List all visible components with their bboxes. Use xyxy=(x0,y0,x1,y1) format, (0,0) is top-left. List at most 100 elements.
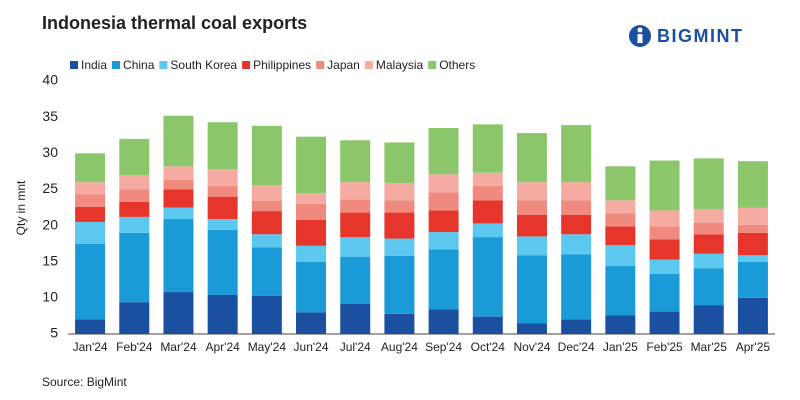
bar-segment xyxy=(340,212,371,238)
bar-segment xyxy=(296,245,327,262)
bar-segment xyxy=(516,255,547,324)
bar-segment xyxy=(737,261,768,298)
bar-segment xyxy=(428,309,459,334)
bar-segment xyxy=(251,200,282,212)
bar-segment xyxy=(75,206,106,222)
x-tick-label: Dec'24 xyxy=(558,340,595,354)
bar-segment xyxy=(119,174,150,190)
legend-swatch xyxy=(428,61,437,69)
legend-label: China xyxy=(123,58,155,72)
bar-segment xyxy=(605,245,636,267)
bar-segment xyxy=(207,122,238,170)
bar-segment xyxy=(516,323,547,334)
x-tick-label: Mar'25 xyxy=(691,340,728,354)
y-tick-label: 30 xyxy=(42,144,58,160)
bar-segment xyxy=(516,182,547,201)
x-tick-label: Jul'24 xyxy=(340,340,371,354)
bar-segment xyxy=(472,237,503,317)
bar-segment xyxy=(605,213,636,227)
bar-segment xyxy=(163,292,194,334)
bar-segment xyxy=(428,192,459,211)
bar-segment xyxy=(384,212,415,239)
bar-segment xyxy=(649,274,680,312)
legend-label: Philippines xyxy=(253,58,311,72)
bar-segment xyxy=(428,249,459,310)
bar-segment xyxy=(605,226,636,246)
bar-segment xyxy=(737,161,768,208)
bar-segment xyxy=(737,224,768,233)
bar-segment xyxy=(516,236,547,256)
bar-segment xyxy=(561,319,592,334)
x-tick-label: Jan'25 xyxy=(603,340,638,354)
legend-label: South Korea xyxy=(170,58,237,72)
bar-segment xyxy=(428,127,459,175)
bar-segment xyxy=(296,219,327,246)
logo-icon-head xyxy=(637,27,643,33)
bar-segment xyxy=(207,196,238,220)
bar-segment xyxy=(163,219,194,293)
bar-segment xyxy=(119,138,150,175)
bar-segment xyxy=(119,201,150,217)
x-tick-label: Feb'25 xyxy=(646,340,683,354)
bar-segment xyxy=(561,182,592,201)
bar-segment xyxy=(649,226,680,240)
bar-segment xyxy=(207,185,238,197)
bar-segment xyxy=(119,216,150,233)
bar-segment xyxy=(75,153,106,183)
bar-segment xyxy=(119,189,150,202)
bar-segment xyxy=(472,124,503,173)
bar-segment xyxy=(693,253,724,269)
bar-segment xyxy=(693,158,724,209)
bar-segment xyxy=(428,210,459,233)
bar-segment xyxy=(516,200,547,215)
y-tick-label: 15 xyxy=(42,252,58,268)
bar-segment xyxy=(163,180,194,190)
bar-segment xyxy=(605,166,636,201)
bar-segment xyxy=(693,234,724,254)
bar-segment xyxy=(340,256,371,304)
bar-segment xyxy=(693,305,724,334)
bar-segment xyxy=(340,303,371,334)
legend-swatch xyxy=(364,61,373,69)
bar-segment xyxy=(737,255,768,262)
bar-segment xyxy=(472,185,503,201)
bar-segment xyxy=(428,232,459,250)
logo: BIGMINT xyxy=(629,25,744,47)
y-tick-label: 40 xyxy=(42,72,58,88)
bar-segment xyxy=(693,268,724,306)
logo-icon-body xyxy=(637,34,643,43)
y-tick-label: 10 xyxy=(42,289,58,305)
bar-segment xyxy=(340,140,371,183)
bar-segment xyxy=(737,232,768,256)
chart-title: Indonesia thermal coal exports xyxy=(42,13,307,33)
x-tick-label: Apr'25 xyxy=(736,340,771,354)
x-tick-label: Sep'24 xyxy=(425,340,462,354)
legend-swatch xyxy=(70,61,78,69)
bar-segment xyxy=(605,200,636,214)
legend-label: India xyxy=(81,58,107,72)
bar-segment xyxy=(649,311,680,334)
logo-text: BIGMINT xyxy=(657,26,744,46)
bar-segment xyxy=(296,193,327,204)
x-tick-label: Nov'24 xyxy=(513,340,550,354)
legend-label: Japan xyxy=(327,58,360,72)
bar-segment xyxy=(163,115,194,167)
bar-segment xyxy=(75,221,106,244)
bar-segment xyxy=(163,207,194,220)
bar-segment xyxy=(693,222,724,235)
bar-segment xyxy=(605,315,636,334)
bar-segment xyxy=(75,319,106,334)
bar-segment xyxy=(472,316,503,334)
bar-segment xyxy=(75,194,106,207)
bar-segment xyxy=(296,203,327,220)
bar-segment xyxy=(207,294,238,334)
bar-segment xyxy=(251,234,282,248)
bar-segment xyxy=(516,214,547,237)
bar-segment xyxy=(693,208,724,223)
bar-segment xyxy=(163,189,194,208)
y-tick-label: 5 xyxy=(50,325,58,341)
bar-segment xyxy=(384,238,415,256)
bar-segment xyxy=(251,295,282,334)
bar-segment xyxy=(472,172,503,186)
